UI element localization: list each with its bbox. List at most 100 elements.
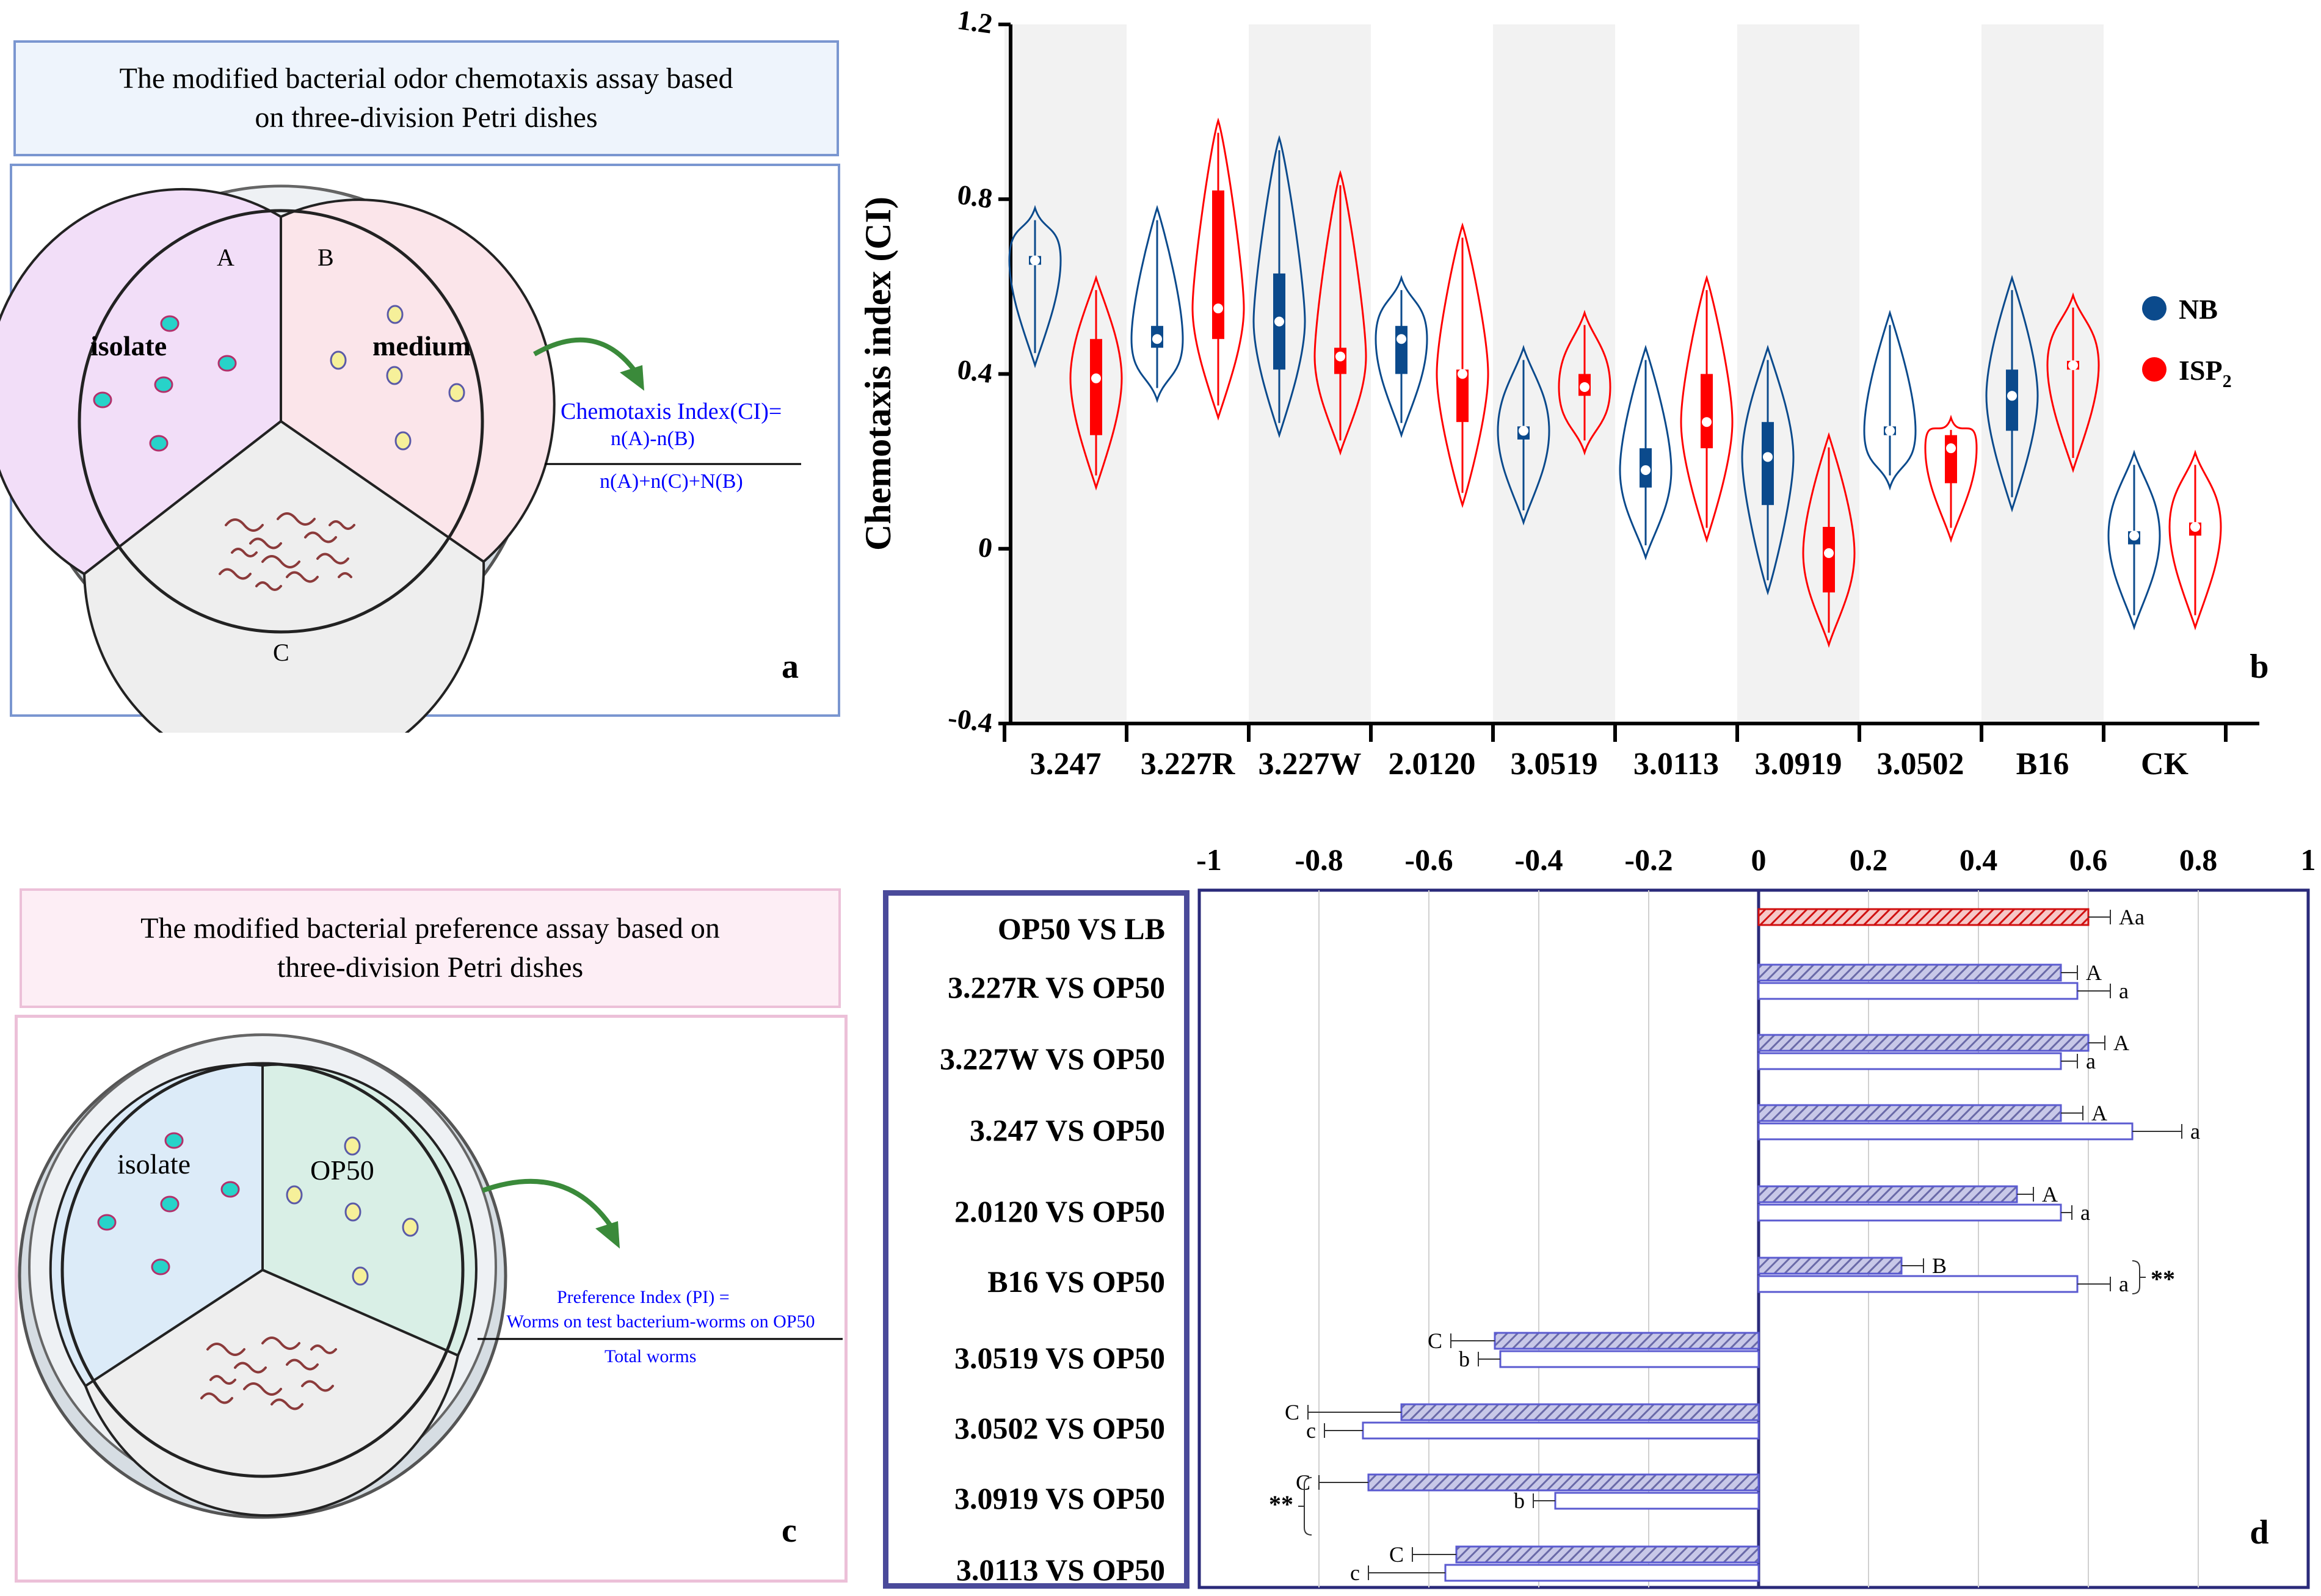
bar-open-8 [1554, 1492, 1760, 1510]
panel-c-frame [15, 1015, 848, 1583]
median-dot [1702, 417, 1712, 427]
iqr-box [1395, 325, 1407, 374]
violin-NB-4 [1497, 344, 1550, 526]
significance-marker: ** [2151, 1265, 2175, 1293]
sector-c [82, 419, 485, 733]
violin-NB-9 [2107, 449, 2161, 631]
y-tick-label: 0.8 [956, 179, 995, 215]
median-dot [1397, 334, 1406, 344]
medium-dots [330, 305, 465, 451]
iqr-box [1945, 435, 1957, 484]
median-dot [1091, 373, 1101, 383]
panel-c-title-line2: three-division Petri dishes [277, 951, 584, 984]
panel-c-title-box: The modified bacterial preference assay … [20, 888, 841, 1008]
legend-marker [2142, 296, 2167, 321]
sector-worms [84, 1268, 460, 1517]
x-tick-label: -0.2 [1624, 843, 1673, 877]
significance-letter: C [1296, 1470, 1310, 1495]
violin-NB-2 [1252, 135, 1306, 438]
median-dot [2068, 360, 2078, 371]
bar-hatched-4 [1757, 1185, 2018, 1203]
op50-label: OP50 [310, 1155, 374, 1186]
category-label: 3.0113 VS OP50 [956, 1553, 1165, 1587]
violin-ISP2-7 [1924, 415, 1978, 543]
iqr-box [1823, 526, 1835, 593]
isolate-dots-c [97, 1132, 240, 1275]
medium-label: medium [372, 330, 471, 361]
bar-hatched-6 [1494, 1332, 1760, 1350]
median-dot [1763, 452, 1773, 462]
median-dot [1335, 351, 1345, 361]
iqr-box [1456, 369, 1469, 423]
isolate-label-a: isolate [90, 330, 167, 361]
violin-ISP2-6 [1802, 432, 1856, 648]
violin-ISP2-4 [1558, 310, 1611, 456]
significance-letter: c [1306, 1418, 1316, 1443]
sector-b [280, 198, 556, 564]
significance-bracket [2132, 1260, 2146, 1294]
iqr-box [1212, 190, 1224, 339]
petri-dish-a [0, 184, 801, 733]
bar-hatched-9 [1455, 1545, 1760, 1564]
median-dot [1580, 382, 1589, 392]
panel-a-title-line1: The modified bacterial odor chemotaxis a… [119, 62, 733, 95]
chart-b-violin: 1.2 0.8 0.4 0 -0.4 Chemotaxis index (CI) 3.247… [858, 4, 2269, 782]
bar-open-4 [1757, 1203, 2062, 1222]
y-tick-label: 0.4 [956, 354, 995, 390]
arrow-a-head [620, 365, 644, 391]
x-tick-label: 0.8 [2179, 843, 2218, 877]
plot-frame [1197, 888, 2310, 1589]
median-dot [2129, 531, 2139, 541]
iqr-box [1090, 339, 1102, 435]
arrow-c [481, 1178, 616, 1232]
significance-bracket [1298, 1477, 1312, 1536]
x-tick-label: 2.0120 [1389, 747, 1476, 782]
violin-NB-6 [1741, 344, 1795, 596]
violin-ISP2-3 [1436, 222, 1489, 509]
bar-hatched-8 [1367, 1473, 1760, 1492]
median-dot [1152, 334, 1162, 344]
pi-formula-denominator: Total worms [605, 1346, 697, 1366]
significance-letter: b [1459, 1347, 1470, 1371]
iqr-box [1762, 422, 1774, 506]
iqr-box [1701, 374, 1713, 449]
significance-letter: C [1428, 1329, 1442, 1353]
median-dot [1641, 465, 1651, 475]
x-tick-label: -0.6 [1404, 843, 1453, 877]
significance-letter: A [2091, 1101, 2107, 1125]
band-8 [1981, 24, 2104, 724]
x-tick-label: 3.0502 [1877, 747, 1964, 782]
pi-formula-title: Preference Index (PI) = [557, 1287, 730, 1307]
x-tick-label: B16 [2016, 747, 2069, 782]
bar-open-6 [1499, 1350, 1760, 1368]
bar-open-9 [1444, 1564, 1760, 1582]
median-dot [1885, 426, 1895, 436]
panel-letter-c: c [782, 1512, 797, 1550]
pi-formula-numerator: Worms on test bacterium-worms on OP50 [506, 1311, 815, 1332]
median-dot [1519, 426, 1528, 436]
x-tick-label: -1 [1196, 843, 1222, 877]
y-tick-label: -0.4 [946, 702, 994, 739]
worms-c [200, 1337, 337, 1410]
violin-ISP2-1 [1191, 117, 1245, 421]
significance-letter: a [2190, 1119, 2200, 1144]
category-label: B16 VS OP50 [987, 1264, 1165, 1299]
bar-open-3 [1757, 1122, 2134, 1141]
legend-label: ISP2 [2179, 355, 2232, 391]
petri-dish-c [18, 1033, 843, 1519]
band-6 [1737, 24, 1859, 724]
median-dot [1274, 316, 1284, 327]
bar-hatched-2 [1757, 1034, 2090, 1052]
y-tick-label: 0 [976, 531, 995, 564]
category-label: OP50 VS LB [998, 912, 1165, 946]
op50-dots [286, 1136, 419, 1286]
x-tick-label: 3.227W [1259, 747, 1362, 782]
median-dot [1213, 303, 1223, 314]
panel-d-category-frame [883, 890, 1190, 1589]
panel-letter-d: d [2250, 1514, 2268, 1551]
worms-a [219, 512, 355, 591]
significance-letter: B [1932, 1253, 1947, 1278]
label-a: A [217, 244, 234, 271]
median-dot [1946, 443, 1956, 454]
significance-letter: Aa [2119, 905, 2145, 929]
